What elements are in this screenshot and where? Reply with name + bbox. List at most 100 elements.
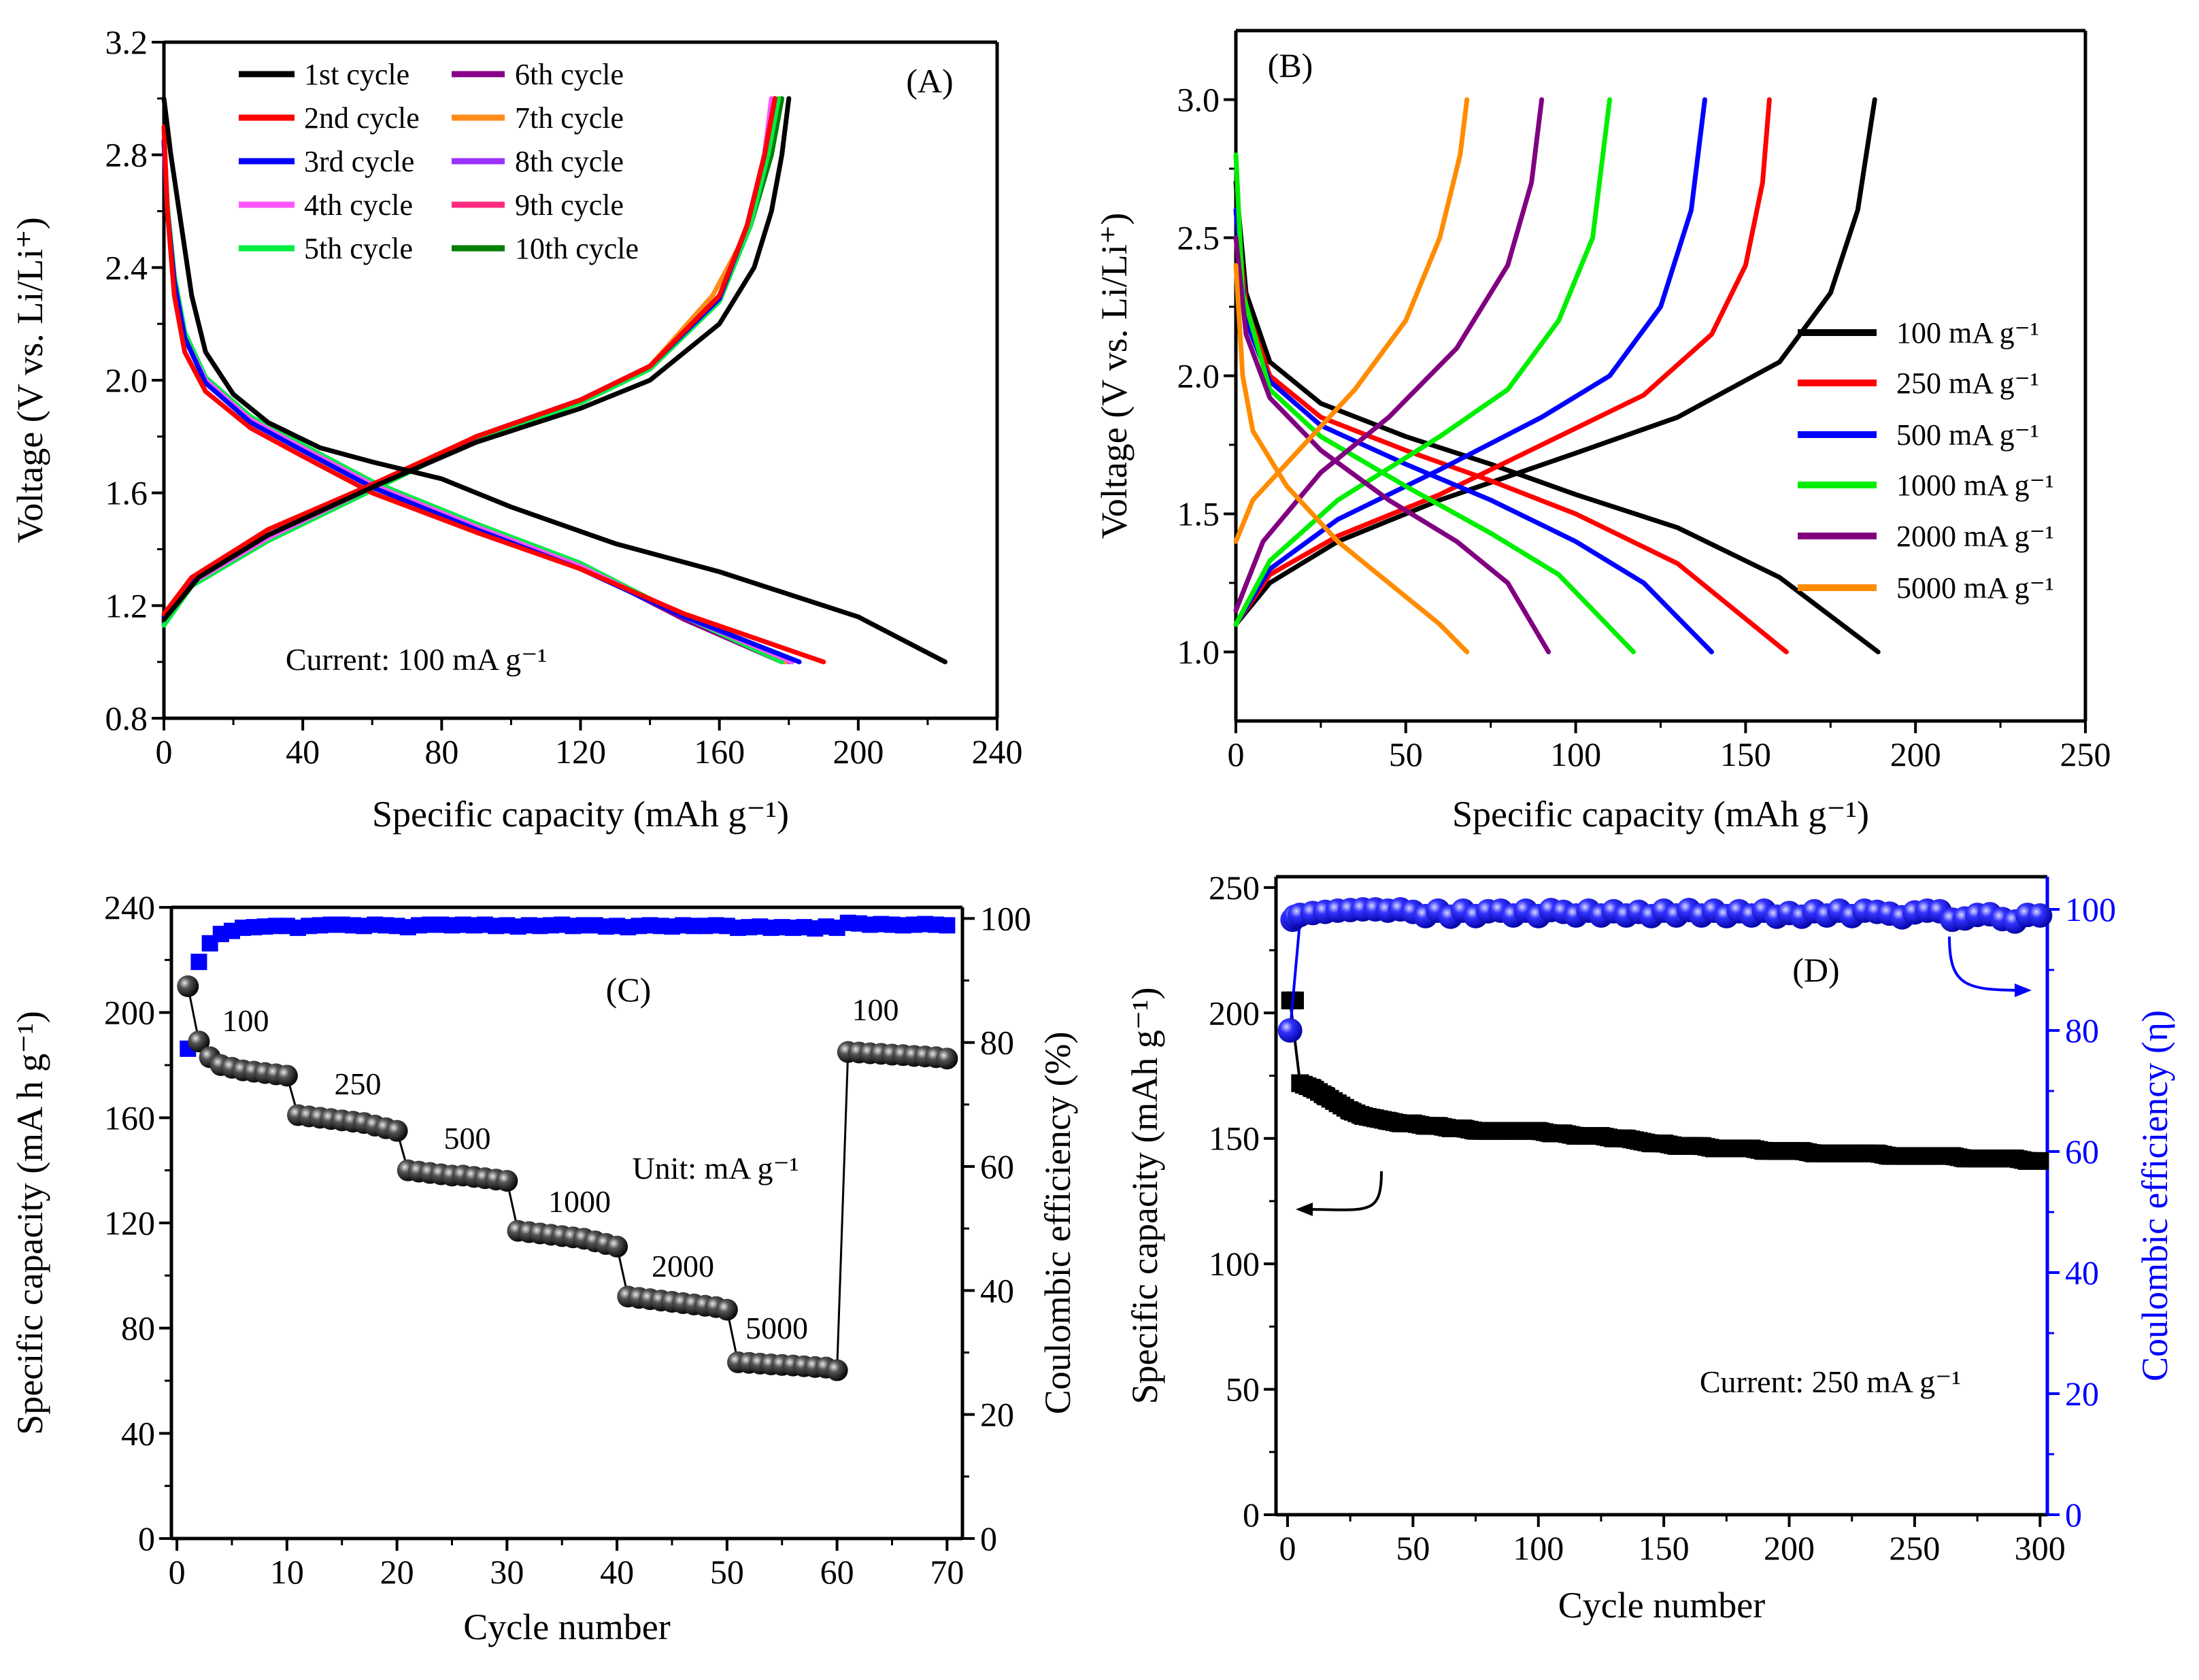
discharge-curve-2 [161, 124, 826, 665]
charge-curve-5 [161, 96, 781, 628]
discharge-curve-8 [161, 138, 792, 665]
x-tick-label: 50 [1389, 735, 1423, 773]
x-tick-label: 40 [286, 733, 320, 771]
x-tick-label: 0 [1228, 735, 1245, 773]
x-tick-label: 100 [1513, 1529, 1564, 1567]
panel-d: 0 50 100 150 200 250 3000501001502002500204060… [1124, 869, 2175, 1626]
y2-tick-label: 20 [980, 1396, 1014, 1434]
legend-label: 500 mA g⁻¹ [1896, 418, 2039, 452]
x-axis-title: Specific capacity (mAh g⁻¹) [372, 794, 789, 835]
discharge-curve-3 [161, 138, 802, 665]
discharge-curve-7 [161, 138, 788, 665]
capacity-marker [496, 1170, 518, 1192]
charge-curve-1 [161, 96, 792, 622]
discharge-curve-4 [161, 138, 795, 665]
y-tick-label: 1.5 [1177, 495, 1220, 533]
charge-curve-1 [1233, 97, 1772, 627]
legend-label: 250 mA g⁻¹ [1896, 367, 2039, 400]
y-tick-label: 250 [1209, 869, 1260, 907]
x-axis-title: Specific capacity (mAh g⁻¹) [1452, 794, 1869, 835]
capacity-marker [275, 1064, 298, 1087]
capacity-marker [386, 1120, 408, 1142]
y2-axis-title: Coulombic efficiency (%) [1037, 1032, 1078, 1415]
x-tick-label: 30 [490, 1553, 524, 1591]
y-tick-label: 1.2 [105, 586, 148, 624]
y-tick-label: 120 [104, 1204, 155, 1242]
panel-a: 0 40 80 120 160 200 240 0.8 1.2 1.6 2.0 2.4 2.8 3.2 Sp… [10, 23, 1023, 835]
unit-note: Unit: mA g⁻¹ [632, 1151, 799, 1186]
y-tick-label: 2.4 [105, 248, 148, 286]
y2-axis-title: Coulombic efficiency (η) [2134, 1010, 2175, 1381]
x-tick-label: 20 [380, 1553, 414, 1591]
legend-label: 10th cycle [515, 232, 639, 265]
x-tick-label: 200 [833, 733, 884, 771]
legend-label: 7th cycle [515, 101, 624, 135]
y-tick-label: 2.5 [1177, 219, 1220, 257]
y2-tick-label: 100 [2065, 890, 2116, 928]
legend-label: 1000 mA g⁻¹ [1896, 469, 2054, 502]
rate-label: 500 [444, 1121, 491, 1156]
capacity-marker [936, 1047, 958, 1070]
x-tick-label: 160 [694, 733, 745, 771]
y-axis-title: Specific capacity (mA h g⁻¹) [10, 1011, 50, 1434]
x-tick-label: 300 [2015, 1529, 2066, 1567]
capacity-marker [177, 975, 199, 997]
x-axis-title: Cycle number [463, 1607, 670, 1647]
x-tick-label: 70 [930, 1553, 964, 1591]
x-axis-title: Cycle number [1558, 1585, 1765, 1626]
y-tick-label: 50 [1226, 1371, 1260, 1409]
efficiency-axis-arrow [1948, 936, 2024, 992]
y2-tick-label: 80 [980, 1024, 1014, 1062]
x-tick-label: 250 [2060, 735, 2111, 773]
y-tick-label: 150 [1209, 1120, 1260, 1158]
y-tick-label: 3.2 [105, 23, 148, 61]
y2-tick-label: 40 [2065, 1254, 2099, 1292]
x-tick-label: 10 [270, 1553, 304, 1591]
y-tick-label: 1.6 [105, 474, 148, 512]
y2-tick-label: 80 [2065, 1011, 2099, 1049]
y-tick-label: 0 [138, 1519, 155, 1558]
x-tick-label: 40 [600, 1553, 634, 1591]
charge-curve-2 [161, 96, 777, 617]
capacity-marker [826, 1359, 848, 1381]
legend-label: 5000 mA g⁻¹ [1896, 571, 2054, 605]
x-tick-label: 50 [1396, 1529, 1430, 1567]
efficiency-marker [939, 917, 956, 934]
panel-b: 0 50 100 150 200 250 1.0 1.5 2.0 2.5 3.0 Specific c… [1094, 29, 2111, 835]
y-tick-label: 80 [121, 1309, 155, 1347]
discharge-curve-0 [1233, 180, 1881, 654]
current-annotation: Current: 250 mA g⁻¹ [1700, 1364, 1961, 1399]
charge-curve-5 [1233, 97, 1470, 544]
y-tick-label: 200 [104, 994, 155, 1032]
arrowhead-icon [1296, 1203, 1313, 1216]
x-tick-label: 80 [424, 733, 458, 771]
x-tick-label: 150 [1639, 1529, 1690, 1567]
legend-label: 2000 mA g⁻¹ [1896, 520, 2054, 553]
panel-label: (C) [606, 971, 652, 1009]
charge-curve-0 [1233, 97, 1877, 627]
capacity-marker [188, 1030, 210, 1053]
legend-label: 8th cycle [515, 145, 624, 178]
efficiency-marker [190, 954, 207, 971]
discharge-curve-6 [161, 138, 785, 665]
y2-tick-label: 0 [2065, 1496, 2082, 1534]
panel-c: 0 10 20 30 40 50 60 70 0 40 80 120 160 200 240 0 20 40 60 8… [10, 888, 1078, 1647]
rate-label: 2000 [652, 1249, 714, 1283]
y-axis-title: Voltage (V vs. Li/Li⁺) [10, 217, 50, 543]
discharge-curve-5 [1233, 263, 1470, 654]
efficiency-marker [1277, 1018, 1303, 1043]
y-tick-label: 3.0 [1177, 81, 1220, 119]
y-tick-label: 100 [1209, 1245, 1260, 1283]
y-tick-label: 2.8 [105, 136, 148, 174]
panel-label: (D) [1792, 951, 1839, 989]
y-axis-title: Voltage (V vs. Li/Li⁺) [1094, 213, 1135, 539]
y2-tick-label: 60 [2065, 1132, 2099, 1171]
rate-label: 5000 [745, 1311, 808, 1345]
capacity-axis-arrow [1302, 1171, 1383, 1211]
y-tick-label: 1.0 [1177, 633, 1220, 671]
x-tick-label: 0 [1279, 1529, 1296, 1567]
rate-label: 100 [852, 992, 899, 1027]
legend-label: 4th cycle [304, 188, 413, 222]
charge-curve-4 [1233, 97, 1545, 614]
